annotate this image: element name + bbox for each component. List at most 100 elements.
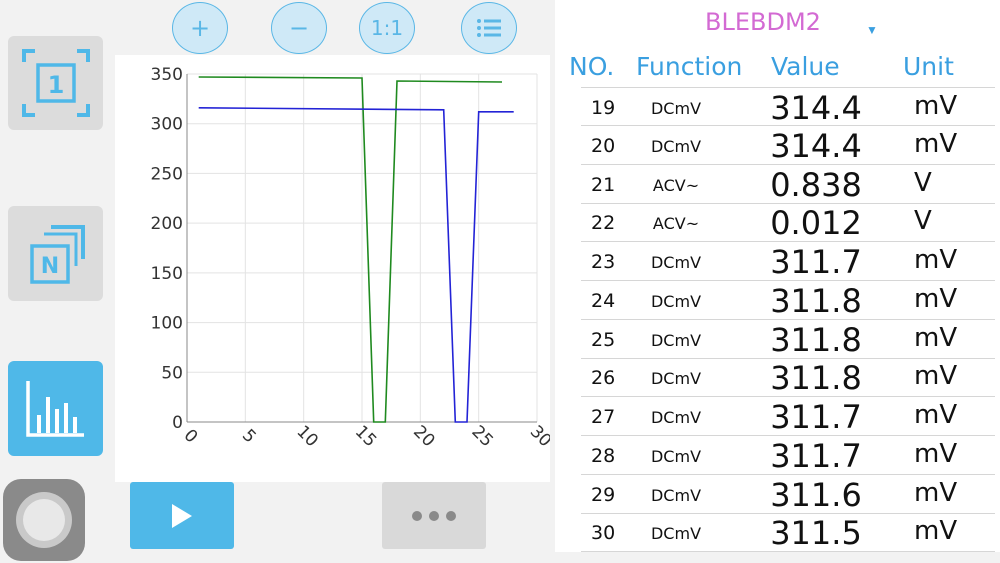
row-function: DCmV xyxy=(650,408,702,427)
table-row[interactable]: 20 DCmV 314.4 mV xyxy=(581,126,995,165)
y-tick-label: 200 xyxy=(151,214,183,234)
column-header-unit: Unit xyxy=(903,52,954,81)
row-function: DCmV xyxy=(650,291,702,311)
row-number: 24 xyxy=(591,289,616,312)
play-icon xyxy=(172,503,192,528)
row-number: 22 xyxy=(591,212,616,235)
assistive-touch-button[interactable] xyxy=(3,479,85,561)
row-value: 314.4 xyxy=(770,89,862,127)
row-function: ACV~ xyxy=(652,214,700,234)
row-number: 20 xyxy=(591,134,616,157)
row-function: ACV~ xyxy=(652,175,700,195)
y-tick-label: 0 xyxy=(172,413,183,433)
table-row[interactable]: 28 DCmV 311.7 mV xyxy=(581,436,995,475)
single-mode-button[interactable]: 1 xyxy=(8,36,103,130)
row-number: 27 xyxy=(591,406,616,428)
row-value: 311.8 xyxy=(770,359,862,398)
table-row[interactable]: 30 DCmV 311.5 mV xyxy=(581,513,995,553)
multi-mode-button[interactable]: N xyxy=(8,206,103,301)
row-value: 311.8 xyxy=(770,281,862,320)
list-button[interactable] xyxy=(461,2,517,54)
row-number: 30 xyxy=(591,522,616,545)
more-button[interactable] xyxy=(382,482,486,549)
table-row[interactable]: 19 DCmV 314.4 mV xyxy=(581,87,995,127)
frame-one-icon: 1 xyxy=(21,49,90,117)
row-unit: V xyxy=(914,167,932,198)
row-number: 21 xyxy=(591,173,616,196)
table-row[interactable]: 24 DCmV 311.8 mV xyxy=(581,281,995,320)
row-unit: mV xyxy=(914,245,958,275)
zoom-out-button[interactable]: − xyxy=(271,2,327,54)
row-unit: mV xyxy=(914,283,958,314)
column-header-function: Function xyxy=(636,52,743,81)
row-unit: V xyxy=(914,206,932,237)
x-tick-label: 10 xyxy=(292,422,321,451)
row-function: DCmV xyxy=(650,485,702,505)
row-value: 311.7 xyxy=(770,398,862,436)
row-number: 26 xyxy=(591,367,616,390)
list-icon xyxy=(477,19,501,37)
row-function: DCmV xyxy=(650,253,702,272)
row-unit: mV xyxy=(914,91,958,121)
row-value: 0.838 xyxy=(770,165,862,204)
table-row[interactable]: 23 DCmV 311.7 mV xyxy=(581,242,995,281)
row-unit: mV xyxy=(914,516,958,547)
row-unit: mV xyxy=(914,400,958,430)
chart-mode-button[interactable] xyxy=(8,361,103,456)
row-number: 19 xyxy=(591,97,616,119)
x-tick-label: 25 xyxy=(467,422,496,451)
chart-panel: 0 50 100 150 200 250 300 350 0 5 10 15 20 25 30 xyxy=(115,55,550,482)
table-row[interactable]: 25 DCmV 311.8 mV xyxy=(581,320,995,359)
table-row[interactable]: 22 ACV~ 0.012 V xyxy=(581,203,995,243)
reset-zoom-button[interactable]: 1:1 xyxy=(359,2,415,54)
series-line-1 xyxy=(198,76,503,423)
table-row[interactable]: 21 ACV~ 0.838 V xyxy=(581,165,995,204)
row-unit: mV xyxy=(914,438,958,469)
series-line-2 xyxy=(198,107,514,423)
row-value: 0.012 xyxy=(770,204,862,243)
row-unit: mV xyxy=(914,477,958,508)
row-number: 28 xyxy=(591,444,616,467)
x-tick-label: 30 xyxy=(526,422,550,451)
row-value: 311.7 xyxy=(770,436,862,475)
row-function: DCmV xyxy=(650,136,702,156)
x-tick-label: 5 xyxy=(238,426,260,448)
row-unit: mV xyxy=(914,361,958,392)
zoom-in-button[interactable]: + xyxy=(172,2,228,54)
more-icon xyxy=(412,510,422,521)
frame-n-icon: N xyxy=(29,224,85,284)
x-tick-label: 15 xyxy=(351,422,380,451)
column-header-no: NO. xyxy=(569,52,615,81)
table-row[interactable]: 27 DCmV 311.7 mV xyxy=(581,397,995,436)
row-number: 25 xyxy=(591,328,616,351)
y-tick-label: 350 xyxy=(151,65,183,85)
y-tick-label: 300 xyxy=(151,115,183,135)
row-function: DCmV xyxy=(650,330,702,350)
table-row[interactable]: 29 DCmV 311.6 mV xyxy=(581,475,995,514)
row-value: 311.7 xyxy=(770,243,862,281)
circle-icon xyxy=(16,492,72,548)
row-unit: mV xyxy=(914,128,958,159)
chevron-down-icon[interactable]: ▼ xyxy=(866,23,878,37)
y-tick-label: 250 xyxy=(151,164,183,184)
row-value: 311.6 xyxy=(770,475,862,514)
column-header-value: Value xyxy=(771,52,840,81)
bar-chart-icon xyxy=(25,380,84,437)
device-name[interactable]: BLEBDM2 xyxy=(705,8,821,36)
y-tick-label: 150 xyxy=(151,264,183,284)
row-function: DCmV xyxy=(650,99,702,118)
readings-panel: BLEBDM2 ▼ NO. Function Value Unit 19 DCmV… xyxy=(555,0,1000,553)
row-number: 23 xyxy=(591,251,616,273)
play-button[interactable] xyxy=(130,482,234,549)
y-tick-label: 50 xyxy=(161,363,183,383)
row-number: 29 xyxy=(591,483,616,506)
single-mode-label: 1 xyxy=(47,71,64,99)
row-value: 311.8 xyxy=(770,320,862,359)
row-function: DCmV xyxy=(650,446,702,466)
y-tick-label: 100 xyxy=(151,314,183,334)
row-value: 311.5 xyxy=(770,514,862,553)
table-row[interactable]: 26 DCmV 311.8 mV xyxy=(581,358,995,398)
row-function: DCmV xyxy=(650,524,702,544)
row-unit: mV xyxy=(914,322,958,353)
